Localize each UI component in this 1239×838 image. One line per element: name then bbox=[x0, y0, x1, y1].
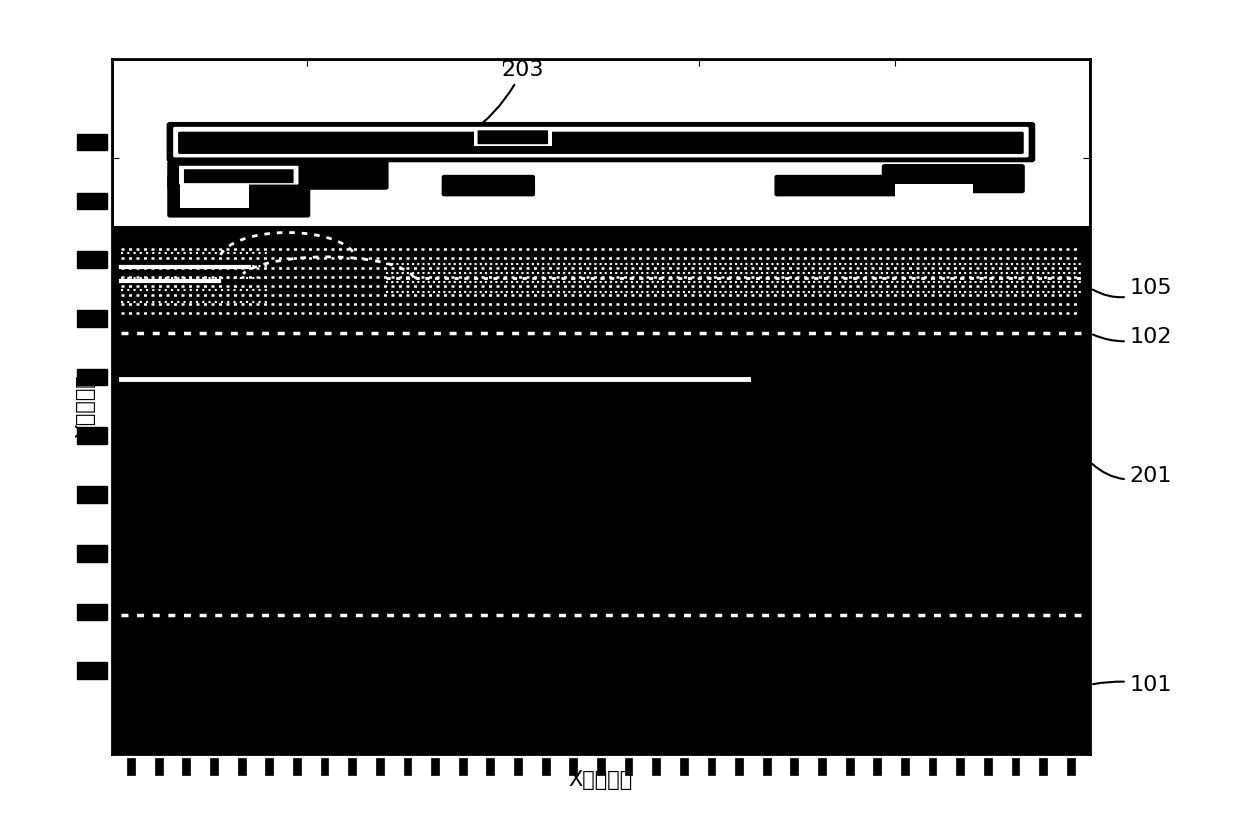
Bar bbox=[180, 184, 249, 208]
Bar bbox=[77, 134, 107, 151]
FancyBboxPatch shape bbox=[169, 175, 310, 216]
Bar bbox=[929, 758, 937, 775]
Bar bbox=[763, 758, 771, 775]
Text: 105: 105 bbox=[1093, 278, 1172, 298]
Bar bbox=[348, 758, 356, 775]
FancyBboxPatch shape bbox=[180, 166, 299, 184]
Bar bbox=[624, 758, 632, 775]
Bar bbox=[404, 758, 411, 775]
Bar bbox=[735, 758, 743, 775]
Bar bbox=[155, 758, 162, 775]
Bar bbox=[112, 615, 1090, 754]
Text: 203: 203 bbox=[408, 59, 544, 159]
Bar bbox=[77, 662, 107, 679]
FancyBboxPatch shape bbox=[776, 175, 906, 196]
Bar bbox=[984, 758, 991, 775]
FancyBboxPatch shape bbox=[883, 165, 1023, 192]
Bar bbox=[790, 758, 798, 775]
Bar bbox=[818, 758, 826, 775]
Bar bbox=[77, 193, 107, 210]
Bar bbox=[112, 379, 1090, 615]
Y-axis label: Y（微米）: Y（微米） bbox=[76, 375, 95, 438]
Bar bbox=[846, 758, 854, 775]
Bar bbox=[77, 427, 107, 444]
Bar bbox=[431, 758, 439, 775]
FancyBboxPatch shape bbox=[442, 175, 534, 196]
FancyBboxPatch shape bbox=[167, 122, 1035, 162]
Bar bbox=[570, 758, 577, 775]
Bar bbox=[128, 758, 135, 775]
FancyBboxPatch shape bbox=[183, 169, 294, 184]
Bar bbox=[112, 246, 1090, 316]
Text: 101: 101 bbox=[1093, 675, 1172, 695]
Bar bbox=[597, 758, 605, 775]
Bar bbox=[652, 758, 660, 775]
Bar bbox=[77, 603, 107, 620]
Bar bbox=[1067, 758, 1074, 775]
Bar bbox=[112, 316, 1090, 351]
Bar bbox=[1011, 758, 1020, 775]
Bar bbox=[541, 758, 550, 775]
Bar bbox=[901, 758, 909, 775]
Bar bbox=[514, 758, 522, 775]
Bar bbox=[182, 758, 191, 775]
X-axis label: X（微米）: X（微米） bbox=[569, 770, 633, 790]
Bar bbox=[1040, 758, 1047, 775]
Bar bbox=[895, 184, 973, 212]
Bar bbox=[265, 758, 273, 775]
Bar bbox=[321, 758, 328, 775]
Bar bbox=[375, 758, 384, 775]
Bar bbox=[292, 758, 301, 775]
Bar bbox=[77, 486, 107, 503]
Bar bbox=[211, 758, 218, 775]
Bar bbox=[957, 758, 964, 775]
Text: 102: 102 bbox=[1093, 327, 1172, 347]
Text: 201: 201 bbox=[1093, 464, 1172, 486]
Bar bbox=[77, 251, 107, 268]
FancyBboxPatch shape bbox=[477, 130, 548, 144]
Bar bbox=[77, 545, 107, 561]
Bar bbox=[873, 758, 881, 775]
Bar bbox=[458, 758, 467, 775]
Bar bbox=[77, 310, 107, 327]
Bar bbox=[238, 758, 245, 775]
FancyBboxPatch shape bbox=[169, 162, 388, 189]
Bar bbox=[112, 59, 1090, 225]
Bar bbox=[487, 758, 494, 775]
Bar bbox=[473, 128, 553, 146]
FancyBboxPatch shape bbox=[178, 132, 1023, 154]
Bar bbox=[680, 758, 688, 775]
Bar bbox=[77, 369, 107, 385]
FancyBboxPatch shape bbox=[173, 127, 1028, 158]
Bar bbox=[707, 758, 715, 775]
